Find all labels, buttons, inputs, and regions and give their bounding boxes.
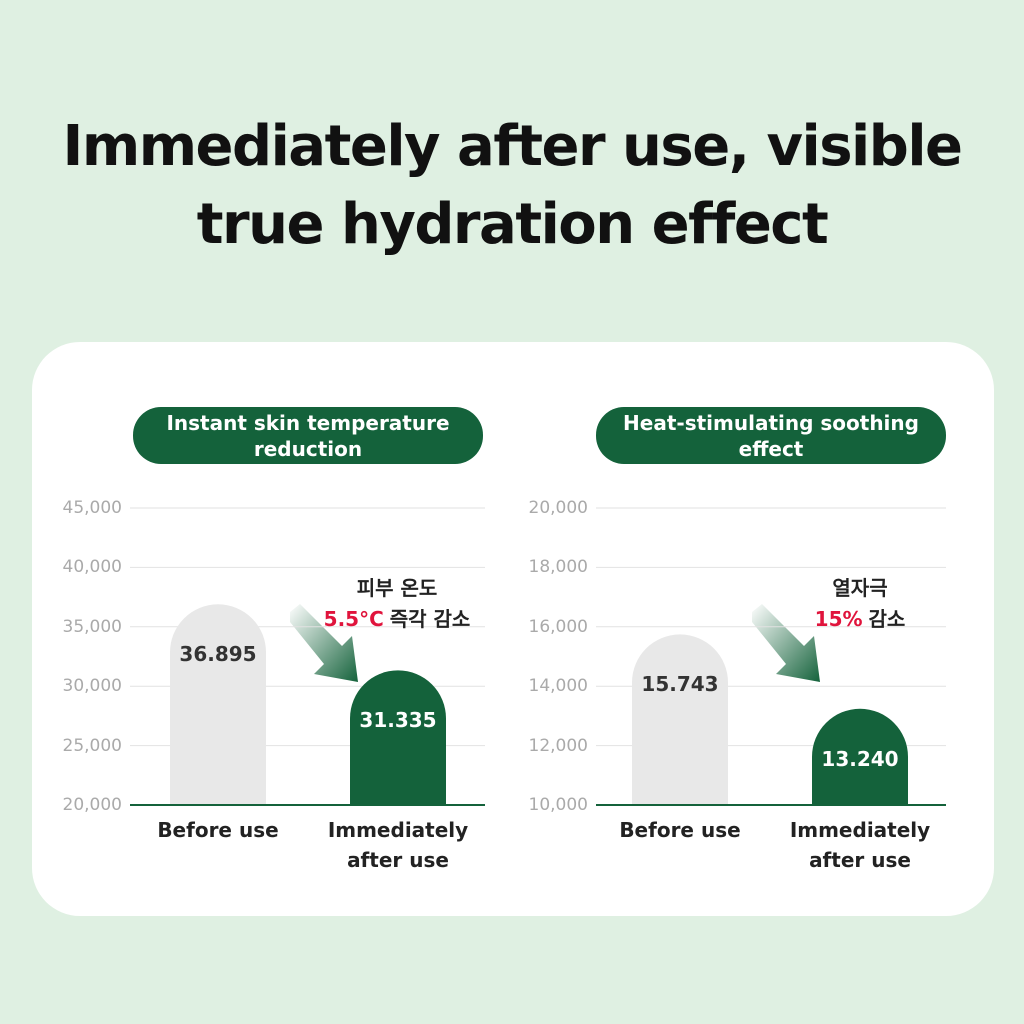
annotation: 15% 감소 <box>760 604 960 634</box>
annotation-text: 감소 <box>868 607 906 631</box>
y-tick-label: 20,000 <box>62 795 122 815</box>
bar <box>632 634 728 805</box>
arrow <box>290 604 358 682</box>
y-tick-label: 35,000 <box>62 616 122 637</box>
y-tick-label: 25,000 <box>62 735 122 756</box>
y-tick-label: 30,000 <box>62 676 122 697</box>
y-tick-label: 45,000 <box>62 498 122 518</box>
x-tick-label: Before use <box>619 818 741 842</box>
x-tick-label: Immediately after use <box>327 818 469 872</box>
y-tick-label: 20,000 <box>528 498 588 518</box>
bar <box>812 708 908 805</box>
y-tick-label: 16,000 <box>528 616 588 637</box>
x-tick-label: Before use <box>157 818 279 842</box>
value-label: 13.240 <box>821 746 899 771</box>
annotation-text: 즉각 감소 <box>389 607 471 631</box>
annotation: 피부 온도 <box>356 576 438 600</box>
annotation: 열자극 <box>832 576 888 600</box>
y-tick-label: 10,000 <box>528 795 588 815</box>
annotation-highlight: 15% <box>814 607 863 631</box>
y-tick-label: 14,000 <box>528 676 588 697</box>
chart-title: Heat-stimulating soothing effect <box>596 407 946 464</box>
x-tick-label: Immediately after use <box>789 818 931 872</box>
y-tick-label: 40,000 <box>62 557 122 578</box>
value-label: 31.335 <box>359 708 437 733</box>
value-label: 36.895 <box>179 642 257 667</box>
y-tick-label: 12,000 <box>528 735 588 756</box>
value-label: 15.743 <box>641 672 719 697</box>
annotation: 5.5°C 즉각 감소 <box>297 604 497 634</box>
bar <box>170 604 266 805</box>
annotation-highlight: 5.5°C <box>323 607 384 631</box>
chart-title: Instant skin temperature reduction <box>133 407 483 464</box>
bar <box>350 670 446 805</box>
y-tick-label: 18,000 <box>528 557 588 578</box>
arrow <box>752 604 820 682</box>
page-title: Immediately after use, visible true hydr… <box>62 114 964 257</box>
